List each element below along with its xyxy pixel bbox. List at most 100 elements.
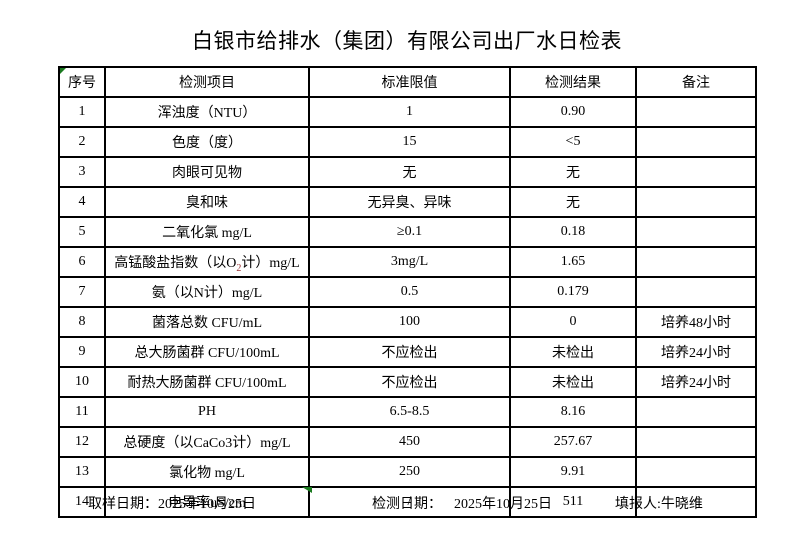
cell-remark <box>635 186 757 218</box>
table-wrap: 序号 检测项目 标准限值 检测结果 备注 1 浑浊度（NTU） 1 0.90 2 色度（度… <box>58 66 757 518</box>
cell-limit: / <box>308 486 511 518</box>
header-row: 序号 检测项目 标准限值 检测结果 备注 <box>58 66 757 98</box>
test-date: 检测日期： 2025年10月25日 <box>372 495 552 515</box>
cell-result: 未检出 <box>509 366 637 398</box>
cell-remark <box>635 246 757 278</box>
cell-seq: 8 <box>58 306 106 338</box>
reporter: 填报人:牛晓维 <box>615 495 703 515</box>
inspection-table: 序号 检测项目 标准限值 检测结果 备注 1 浑浊度（NTU） 1 0.90 2 色度（度… <box>58 66 757 518</box>
cell-seq: 14 <box>58 486 106 518</box>
table-row: 13 氯化物 mg/L 250 9.91 <box>58 456 757 488</box>
cell-limit: ≥0.1 <box>308 216 511 248</box>
cell-item: 总大肠菌群 CFU/100mL <box>104 336 310 368</box>
cell-seq: 7 <box>58 276 106 308</box>
cell-result: 0.18 <box>509 216 637 248</box>
cell-limit: 450 <box>308 426 511 458</box>
cell-limit: 不应检出 <box>308 366 511 398</box>
cell-result: <5 <box>509 126 637 158</box>
cell-remark <box>635 456 757 488</box>
cell-item: 浑浊度（NTU） <box>104 96 310 128</box>
cell-seq: 4 <box>58 186 106 218</box>
cell-item: 臭和味 <box>104 186 310 218</box>
cell-seq: 1 <box>58 96 106 128</box>
cell-result: 1.65 <box>509 246 637 278</box>
cell-remark <box>635 276 757 308</box>
report-title: 白银市给排水（集团）有限公司出厂水日检表 <box>192 29 622 53</box>
cell-seq: 5 <box>58 216 106 248</box>
cell-result: 0.90 <box>509 96 637 128</box>
cell-item: 菌落总数 CFU/mL <box>104 306 310 338</box>
cell-remark <box>635 396 757 428</box>
cell-item: 氨（以N计）mg/L <box>104 276 310 308</box>
cell-result: 0 <box>509 306 637 338</box>
green-triangle-marker-icon <box>60 68 66 74</box>
cell-limit: 1 <box>308 96 511 128</box>
table-row: 11 PH 6.5-8.5 8.16 <box>58 396 757 428</box>
sample-date-value: 2025年10月25日 <box>158 497 256 512</box>
table-row: 6 高锰酸盐指数（以O2计）mg/L 3mg/L 1.65 <box>58 246 757 278</box>
green-triangle-marker-icon <box>302 487 312 493</box>
test-date-value: 2025年10月25日 <box>454 497 552 512</box>
cell-remark: 培养48小时 <box>635 306 757 338</box>
cell-limit: 无异臭、异味 <box>308 186 511 218</box>
cell-remark <box>635 156 757 188</box>
cell-item: 耐热大肠菌群 CFU/100mL <box>104 366 310 398</box>
cell-limit: 250 <box>308 456 511 488</box>
header-item: 检测项目 <box>104 66 310 98</box>
table-row: 3 肉眼可见物无无 <box>58 156 757 188</box>
cell-seq: 11 <box>58 396 106 428</box>
table-row: 8 菌落总数 CFU/mL 100 0 培养48小时 <box>58 306 757 338</box>
cell-result: 无 <box>509 186 637 218</box>
header-result: 检测结果 <box>509 66 637 98</box>
cell-limit: 不应检出 <box>308 336 511 368</box>
cell-seq: 10 <box>58 366 106 398</box>
footer: 取样日期：2025年10月25日 检测日期： 2025年10月25日 填报人:牛晓… <box>58 495 756 515</box>
cell-result: 未检出 <box>509 336 637 368</box>
cell-item: PH <box>104 396 310 428</box>
table-row: 5 二氧化氯 mg/L ≥0.1 0.18 <box>58 216 757 248</box>
cell-limit: 0.5 <box>308 276 511 308</box>
cell-remark: 培养24小时 <box>635 336 757 368</box>
cell-limit: 3mg/L <box>308 246 511 278</box>
reporter-label: 填报人: <box>615 497 661 512</box>
cell-seq: 12 <box>58 426 106 458</box>
cell-limit: 6.5-8.5 <box>308 396 511 428</box>
table-row: 4 臭和味 无异臭、异味无 <box>58 186 757 218</box>
cell-item: 电导率uS/cm <box>104 486 310 518</box>
cell-remark <box>635 96 757 128</box>
cell-limit: 15 <box>308 126 511 158</box>
sample-date: 取样日期：2025年10月25日 <box>88 495 256 515</box>
cell-remark <box>635 126 757 158</box>
cell-limit: 100 <box>308 306 511 338</box>
table-body: 1 浑浊度（NTU） 1 0.90 2 色度（度） 15 <5 3 肉眼可见物无无 4 臭和味 无异臭、… <box>58 96 757 518</box>
cell-remark <box>635 486 757 518</box>
table-row: 10 耐热大肠菌群 CFU/100mL 不应检出 未检出 培养24小时 <box>58 366 757 398</box>
cell-item: 总硬度（以CaCo3计）mg/L <box>104 426 310 458</box>
cell-item: 二氧化氯 mg/L <box>104 216 310 248</box>
cell-limit: 无 <box>308 156 511 188</box>
table-row: 9 总大肠菌群 CFU/100mL 不应检出 未检出 培养24小时 <box>58 336 757 368</box>
cell-remark <box>635 426 757 458</box>
cell-result: 511 <box>509 486 637 518</box>
cell-remark <box>635 216 757 248</box>
table-row: 12 总硬度（以CaCo3计）mg/L 450 257.67 <box>58 426 757 458</box>
header-seq: 序号 <box>58 66 106 98</box>
cell-item: 色度（度） <box>104 126 310 158</box>
cell-remark: 培养24小时 <box>635 366 757 398</box>
cell-result: 257.67 <box>509 426 637 458</box>
cell-seq: 13 <box>58 456 106 488</box>
cell-seq: 3 <box>58 156 106 188</box>
reporter-value: 牛晓维 <box>660 497 703 512</box>
header-limit: 标准限值 <box>308 66 511 98</box>
header-remark: 备注 <box>635 66 757 98</box>
cell-result: 0.179 <box>509 276 637 308</box>
cell-item: 高锰酸盐指数（以O2计）mg/L <box>104 246 310 278</box>
table-row: 2 色度（度） 15 <5 <box>58 126 757 158</box>
table-row: 14 电导率uS/cm/511 <box>58 486 757 518</box>
test-date-label: 检测日期： <box>372 497 442 512</box>
cell-item: 肉眼可见物 <box>104 156 310 188</box>
cell-result: 9.91 <box>509 456 637 488</box>
cell-seq: 2 <box>58 126 106 158</box>
cell-seq: 6 <box>58 246 106 278</box>
